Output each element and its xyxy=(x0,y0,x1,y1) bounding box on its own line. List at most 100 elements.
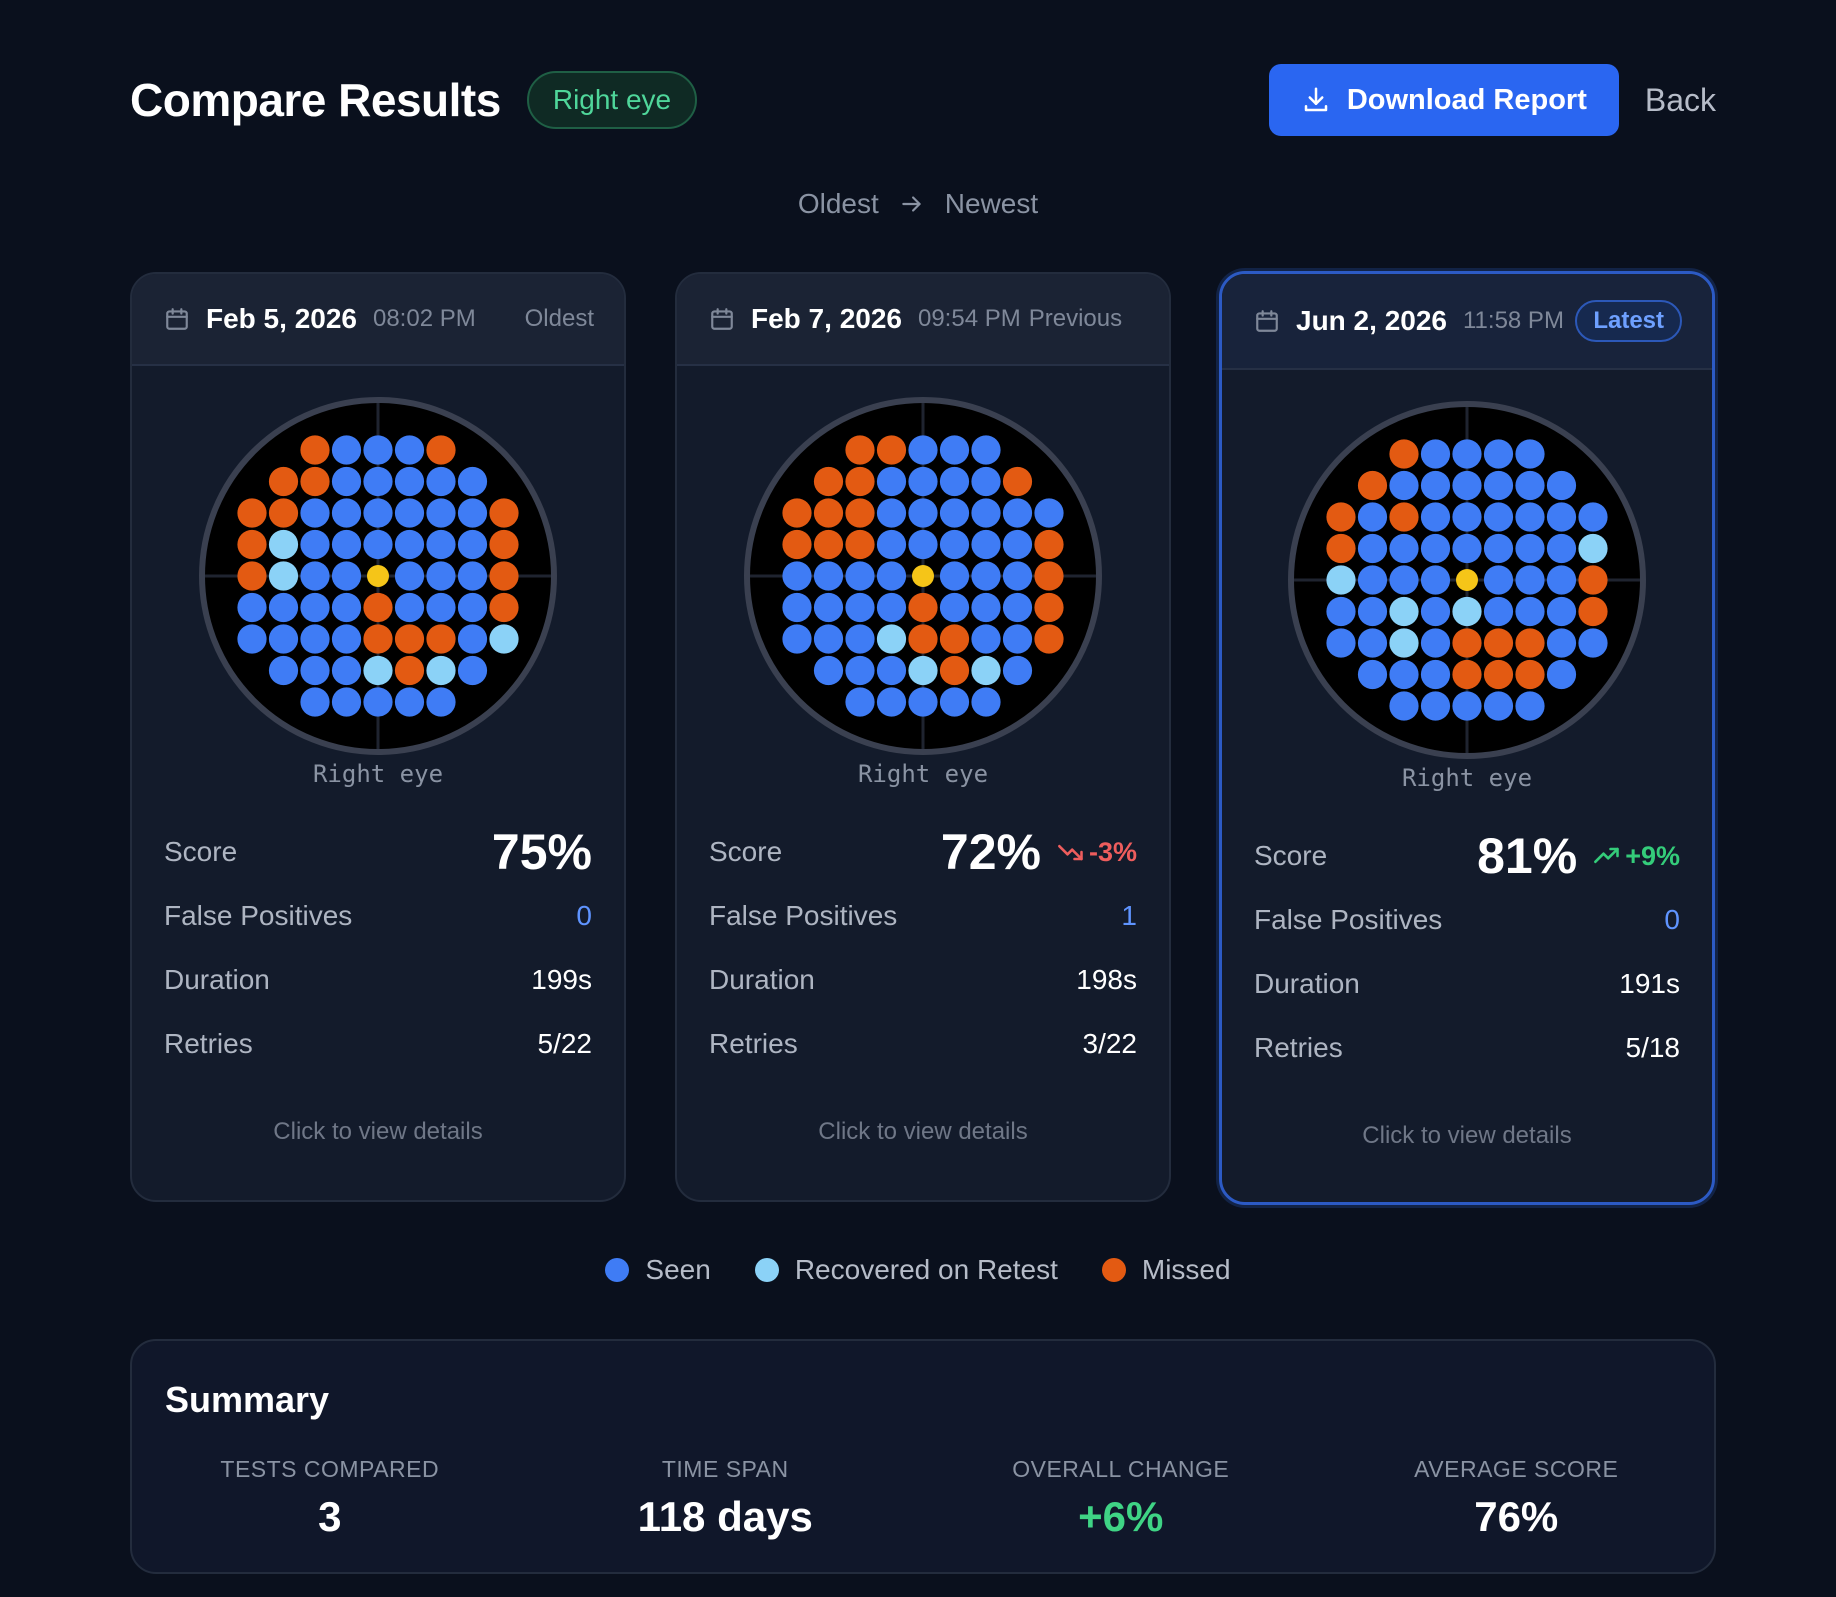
seen-point xyxy=(1452,470,1482,501)
seen-point xyxy=(1034,498,1064,528)
summary-value: +6% xyxy=(1078,1493,1164,1540)
trend-up-icon xyxy=(1594,847,1619,864)
missed-point xyxy=(1483,659,1514,690)
seen-point xyxy=(1357,502,1388,532)
download-report-label: Download Report xyxy=(1346,83,1587,116)
seen-point xyxy=(845,624,875,654)
result-card-latest[interactable]: Jun 2, 2026 11:58 PM Latest Right eye Sc… xyxy=(1219,271,1715,1205)
seen-point xyxy=(971,624,1001,654)
eye-caption: Right eye xyxy=(857,760,989,788)
duration-value: 199s xyxy=(531,964,592,995)
retries-value: 5/18 xyxy=(1625,1032,1681,1063)
seen-point xyxy=(1546,533,1577,564)
seen-point xyxy=(237,624,267,654)
seen-point xyxy=(876,687,907,717)
summary-tests-compared: TESTS COMPARED 3 xyxy=(132,1456,528,1541)
score-delta-value: -3% xyxy=(1088,836,1137,867)
seen-point xyxy=(1546,628,1577,658)
score-row: Score 81% +9% xyxy=(1222,824,1712,888)
retries-label: Retries xyxy=(709,1028,798,1059)
seen-point xyxy=(1326,596,1356,627)
seen-point xyxy=(457,655,488,686)
seen-point xyxy=(813,655,844,686)
missed-point xyxy=(1515,659,1545,690)
card-header: Jun 2, 2026 11:58 PM Latest xyxy=(1222,274,1712,370)
seen-point xyxy=(939,529,970,560)
duration-label: Duration xyxy=(1254,968,1360,999)
seen-point xyxy=(1483,533,1514,564)
summary-value: 118 days xyxy=(637,1493,813,1540)
score-row: Score 75% xyxy=(132,820,624,884)
seen-point xyxy=(331,529,362,560)
duration-row: Duration 198s xyxy=(677,948,1169,1012)
seen-point xyxy=(782,592,812,623)
seen-point xyxy=(1483,502,1514,532)
seen-point xyxy=(1546,565,1577,595)
score-value: 75% xyxy=(491,824,592,880)
seen-point xyxy=(1002,561,1033,591)
seen-point xyxy=(939,592,970,623)
summary-average-score: AVERAGE SCORE 76% xyxy=(1319,1456,1715,1541)
seen-point xyxy=(1420,628,1451,658)
seen-point xyxy=(1002,655,1033,686)
view-details-link[interactable]: Click to view details xyxy=(1362,1122,1572,1149)
seen-point xyxy=(426,592,456,623)
seen-point xyxy=(331,561,362,591)
seen-point xyxy=(939,466,970,497)
summary-title: Summary xyxy=(165,1379,330,1420)
order-indicator: Oldest Newest xyxy=(0,184,1836,224)
false-positives-label: False Positives xyxy=(1254,904,1443,935)
view-details-link[interactable]: Click to view details xyxy=(818,1118,1028,1145)
seen-point xyxy=(331,592,362,623)
seen-point xyxy=(1515,596,1545,627)
missed-point xyxy=(426,435,456,465)
score-label: Score xyxy=(1254,840,1328,871)
duration-value: 191s xyxy=(1619,968,1680,999)
seen-point xyxy=(331,624,362,654)
card-date: Jun 2, 2026 xyxy=(1296,305,1447,336)
seen-point xyxy=(426,498,456,528)
seen-point xyxy=(908,687,938,717)
missed-point xyxy=(782,498,812,528)
score-delta-value: +9% xyxy=(1625,840,1680,871)
download-report-button[interactable]: Download Report xyxy=(1268,64,1619,136)
recovered-point xyxy=(489,624,519,654)
missed-point xyxy=(1452,628,1482,658)
missed-point xyxy=(1389,439,1419,469)
seen-point xyxy=(1420,659,1451,690)
back-link[interactable]: Back xyxy=(1644,81,1716,118)
missed-point xyxy=(908,592,938,623)
legend-dot-recovered xyxy=(754,1258,779,1282)
missed-point xyxy=(1578,596,1608,627)
result-card[interactable]: Feb 5, 2026 08:02 PM Oldest Right eye Sc… xyxy=(130,272,626,1202)
seen-point xyxy=(363,687,393,717)
seen-point xyxy=(1420,565,1451,595)
false-positives-label: False Positives xyxy=(164,900,353,931)
seen-point xyxy=(1002,498,1033,528)
seen-point xyxy=(1483,691,1514,721)
seen-point xyxy=(331,466,362,497)
seen-point xyxy=(237,592,267,623)
seen-point xyxy=(394,592,425,623)
seen-point xyxy=(845,687,875,717)
visual-field-wrap xyxy=(677,366,1169,756)
visual-field-wrap xyxy=(1222,370,1712,760)
eye-badge: Right eye xyxy=(526,71,698,129)
calendar-icon xyxy=(166,308,188,330)
seen-point xyxy=(939,687,970,717)
false-positives-row: False Positives 0 xyxy=(132,884,624,948)
card-time: 11:58 PM xyxy=(1462,307,1564,334)
duration-label: Duration xyxy=(164,964,270,995)
recovered-point xyxy=(1452,596,1482,627)
view-details-link[interactable]: Click to view details xyxy=(273,1118,483,1145)
seen-point xyxy=(1357,628,1388,658)
missed-point xyxy=(845,498,875,528)
recovered-point xyxy=(1578,533,1608,564)
latest-badge: Latest xyxy=(1575,300,1682,342)
result-card[interactable]: Feb 7, 2026 09:54 PM Previous Right eye … xyxy=(675,272,1171,1202)
summary-overall-change: OVERALL CHANGE +6% xyxy=(923,1456,1319,1541)
seen-point xyxy=(1452,691,1482,721)
seen-point xyxy=(876,529,907,560)
recovered-point xyxy=(908,655,938,686)
visual-field-wrap xyxy=(132,366,624,756)
